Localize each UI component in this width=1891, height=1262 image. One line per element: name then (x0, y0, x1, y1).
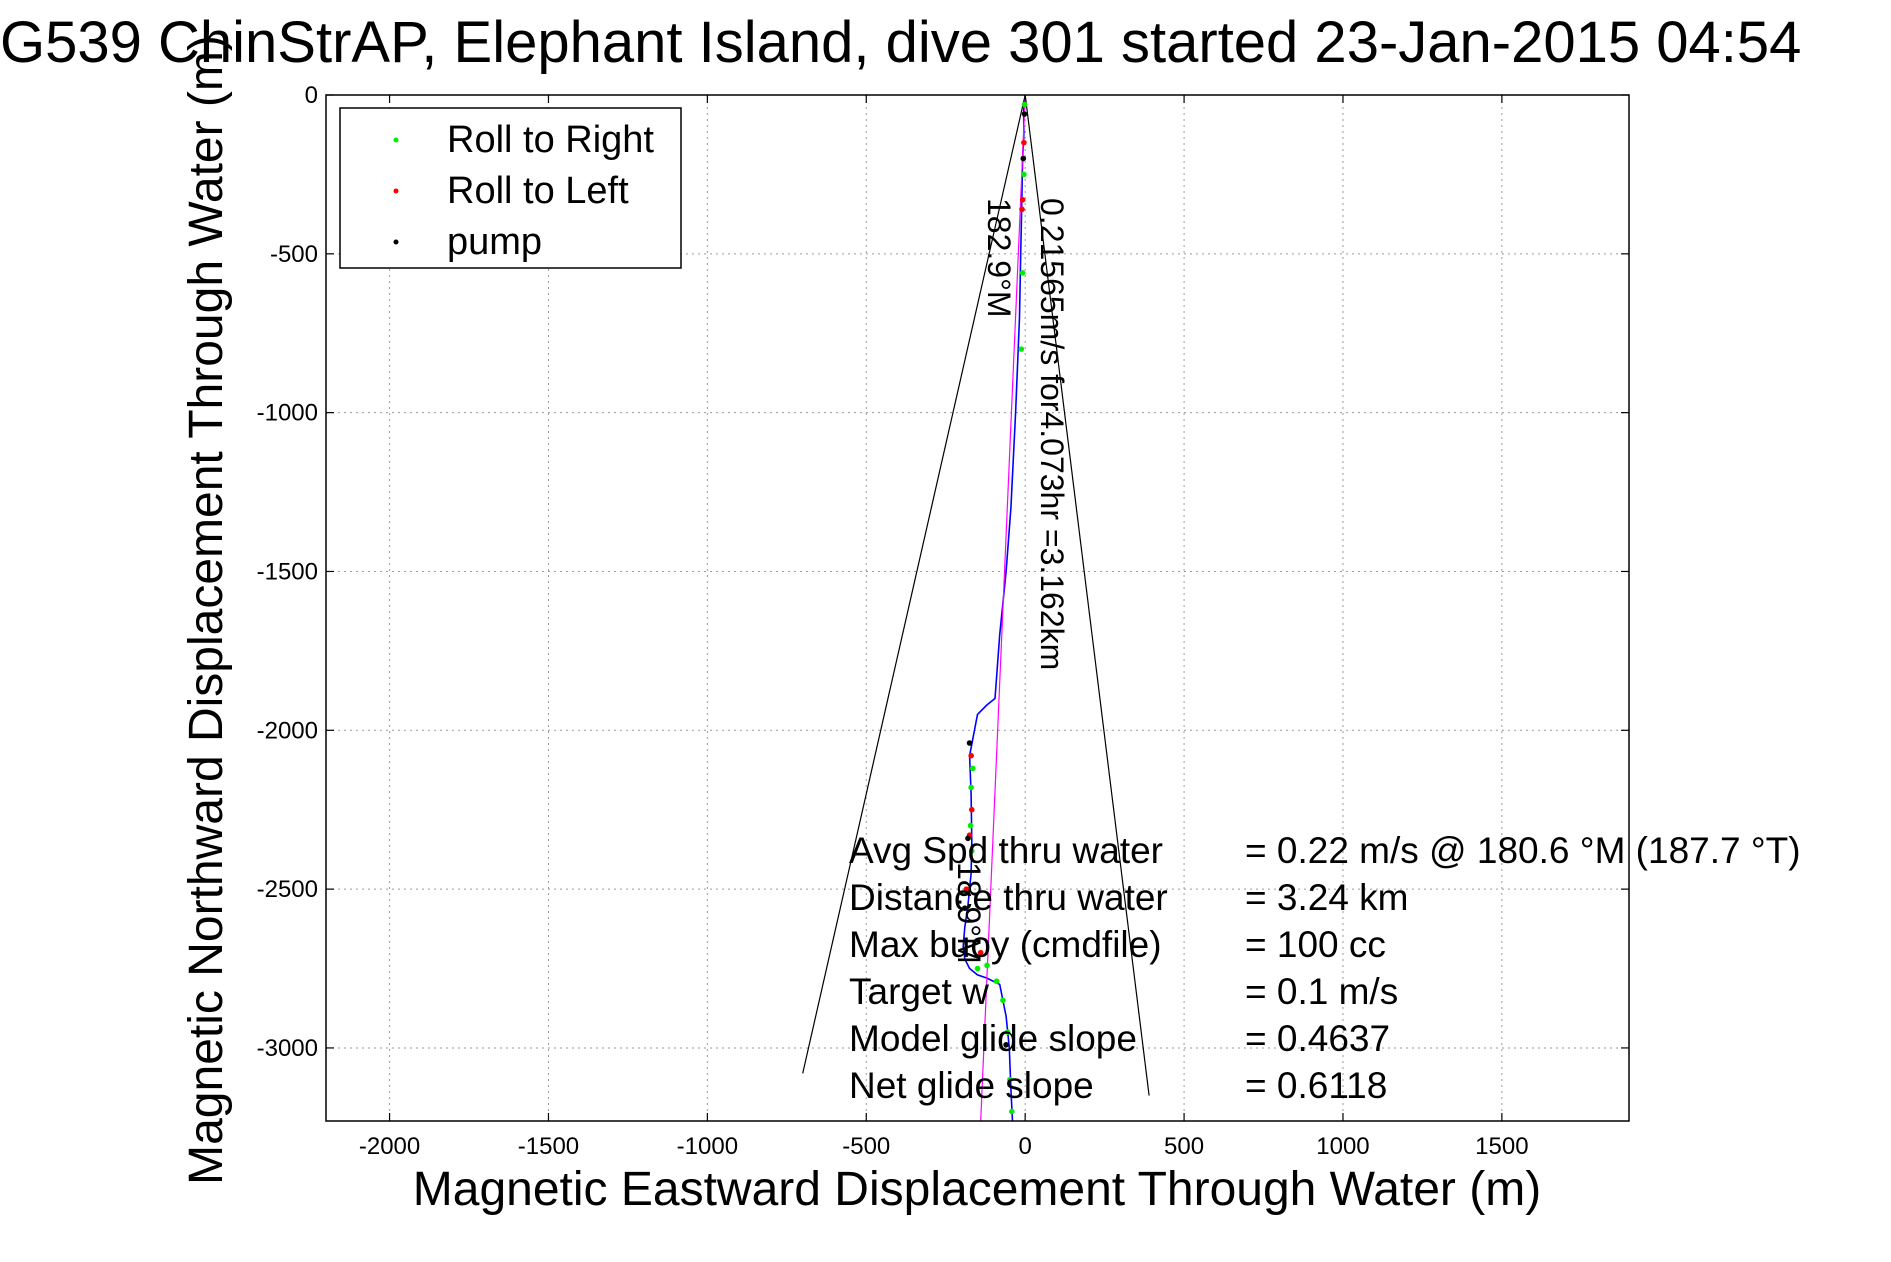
y-axis-label: Magnetic Northward Displacement Through … (180, 35, 233, 1185)
roll-right-marker (1021, 101, 1028, 108)
y-tick-label: 0 (305, 82, 318, 109)
roll-left-marker (963, 886, 970, 892)
x-tick-label: 1000 (1316, 1133, 1369, 1160)
pump-marker (1003, 1041, 1009, 1048)
x-axis-label: Magnetic Eastward Displacement Through W… (413, 1163, 1541, 1216)
roll-right-marker (968, 848, 975, 854)
roll-right-marker (974, 965, 981, 972)
roll-right-marker (1021, 171, 1027, 178)
legend-marker (393, 137, 399, 143)
roll-right-marker (1004, 1029, 1011, 1035)
roll-right-marker (993, 978, 1000, 985)
roll-left-marker (977, 949, 984, 956)
stat-value: = 100 cc (1245, 924, 1386, 965)
y-tick-label: -2500 (257, 876, 318, 903)
y-tick-label: -500 (270, 241, 318, 268)
legend-marker (393, 188, 399, 194)
x-tick-label: -2000 (359, 1133, 420, 1160)
pump-marker (1021, 111, 1028, 117)
roll-left-marker (1019, 197, 1026, 203)
y-tick-label: -2000 (257, 717, 318, 744)
pump-marker (1020, 155, 1027, 162)
series-direction-line (980, 94, 1026, 1122)
roll-right-marker (1009, 1108, 1015, 1115)
roll-right-marker (969, 765, 976, 772)
x-tick-label: -1500 (518, 1133, 579, 1160)
pump-marker (965, 835, 971, 842)
roll-left-marker (968, 806, 975, 813)
roll-left-marker (1019, 206, 1025, 213)
legend: Roll to Right Roll to Left pump (339, 107, 682, 269)
roll-right-marker (1018, 346, 1025, 352)
legend-label: pump (447, 221, 542, 263)
pump-marker (966, 740, 973, 746)
roll-right-marker (1019, 270, 1026, 276)
y-tick-label: -3000 (257, 1035, 318, 1062)
legend-label: Roll to Right (447, 119, 654, 161)
roll-right-marker (967, 822, 974, 829)
chart-title: G539 ChinStrAP, Elephant Island, dive 30… (0, 10, 1801, 75)
x-tick-label: 1500 (1475, 1133, 1528, 1160)
roll-left-marker (968, 752, 974, 759)
y-tick-label: -1500 (257, 558, 318, 585)
stat-value: = 0.1 m/s (1245, 971, 1398, 1012)
stat-value: = 0.4637 (1245, 1018, 1390, 1059)
stat-value: = 0.22 m/s @ 180.6 °M (187.7 °T) (1245, 830, 1801, 871)
x-tick-label: -500 (842, 1133, 890, 1160)
legend-label: Roll to Left (447, 170, 629, 212)
end-heading-label: 18.9°M (951, 862, 987, 964)
stats-block: Avg Spd thru water = 0.22 m/s @ 180.6 °M … (849, 830, 1801, 1106)
roll-right-marker (1007, 1076, 1013, 1083)
stat-name: Model glide slope (849, 1018, 1137, 1059)
pump-marker (961, 905, 968, 911)
speed-distance-label: 0.21565m/s for4.073hr =3.162km (1034, 198, 1070, 670)
stat-name: Avg Spd thru water (849, 830, 1163, 871)
axis-ticks: -2000 -1500 -1000 -500 0 500 1000 1500 0 -500 -100… (257, 82, 1629, 1160)
stat-name: Distance thru water (849, 877, 1168, 918)
stat-name: Target w (849, 971, 989, 1012)
stat-name: Max buoy (cmdfile) (849, 924, 1162, 965)
stat-name: Net glide slope (849, 1065, 1094, 1106)
x-tick-label: -1000 (677, 1133, 738, 1160)
series-cone-right (1024, 94, 1150, 1096)
stat-value: = 3.24 km (1245, 877, 1409, 918)
roll-left-marker (1021, 139, 1027, 146)
x-tick-label: 500 (1164, 1133, 1204, 1160)
legend-marker (393, 239, 399, 245)
y-tick-label: -1000 (257, 400, 318, 427)
roll-right-marker (984, 962, 990, 969)
stat-value: = 0.6118 (1245, 1065, 1387, 1106)
roll-right-marker (968, 784, 974, 791)
heading-label: 182.9°M (981, 198, 1017, 318)
roll-right-marker (1000, 997, 1006, 1004)
x-tick-label: 0 (1018, 1133, 1031, 1160)
axes-frame (325, 94, 1630, 1122)
series-cone-left (802, 94, 1026, 1074)
annotations: 182.9°M 0.21565m/s for4.073hr =3.162km 1… (951, 198, 1070, 964)
plot-area (802, 94, 1150, 1122)
